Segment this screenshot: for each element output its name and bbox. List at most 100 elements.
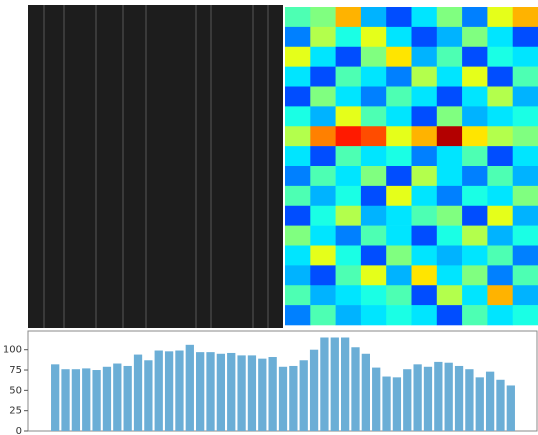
heat-cell (285, 7, 311, 27)
heat-cell (437, 7, 463, 27)
heat-cell (310, 146, 336, 166)
heat-cell (437, 226, 463, 246)
heat-cell (412, 106, 438, 126)
heat-cell (437, 285, 463, 305)
heat-cell (361, 206, 387, 226)
heat-cell (285, 67, 311, 87)
bar (413, 364, 421, 431)
heat-cell (386, 47, 412, 67)
bar (113, 364, 121, 431)
heat-cell (310, 126, 336, 146)
bar (51, 364, 59, 431)
heat-cell (462, 146, 488, 166)
bar (165, 351, 173, 431)
heat-cell (437, 186, 463, 206)
heat-cell (310, 27, 336, 47)
bar (124, 366, 132, 431)
heat-cell (412, 305, 438, 325)
heat-cell (310, 166, 336, 186)
bar (279, 367, 287, 431)
heat-cell (361, 226, 387, 246)
heat-cell (336, 27, 362, 47)
heat-cell (487, 47, 513, 67)
screen: 0255075100 (0, 0, 538, 435)
heat-cell (310, 186, 336, 206)
y-tick-label: 75 (9, 365, 22, 376)
heat-cell (386, 206, 412, 226)
heat-cell (462, 67, 488, 87)
heat-cell (513, 186, 538, 206)
heat-cell (386, 186, 412, 206)
bar (372, 368, 380, 431)
heat-cell (386, 166, 412, 186)
bar (82, 368, 90, 431)
heat-cell (412, 226, 438, 246)
heat-cell (513, 206, 538, 226)
heat-cell (336, 226, 362, 246)
bar (455, 366, 463, 431)
heat-cell (336, 67, 362, 87)
heat-cell (513, 285, 538, 305)
heat-cell (285, 47, 311, 67)
heat-cell (285, 27, 311, 47)
heat-cell (487, 67, 513, 87)
heat-cell (336, 186, 362, 206)
heat-cell (285, 87, 311, 107)
bar (351, 347, 359, 431)
heat-cell (310, 226, 336, 246)
heat-cell (437, 126, 463, 146)
heat-cell (513, 305, 538, 325)
heat-cell (310, 47, 336, 67)
heat-cell (285, 166, 311, 186)
bar (237, 355, 245, 431)
heat-cell (437, 246, 463, 266)
heat-cell (513, 27, 538, 47)
grayscale-image (28, 5, 283, 328)
bar (424, 367, 432, 431)
heat-cell (361, 47, 387, 67)
heat-cell (513, 146, 538, 166)
heat-cell (487, 305, 513, 325)
heat-cell (462, 305, 488, 325)
heat-cell (310, 285, 336, 305)
bar (134, 355, 142, 431)
bar (269, 357, 277, 431)
heat-cell (487, 166, 513, 186)
heat-cell (285, 226, 311, 246)
heat-cell (412, 186, 438, 206)
heat-cell (513, 67, 538, 87)
bar (175, 351, 183, 431)
bar (331, 338, 339, 431)
heat-cell (462, 186, 488, 206)
bar (507, 385, 515, 431)
heat-cell (285, 265, 311, 285)
heat-cell (386, 146, 412, 166)
heat-cell (437, 106, 463, 126)
heat-cell (285, 246, 311, 266)
heat-cell (386, 67, 412, 87)
heat-cell (285, 106, 311, 126)
heat-cell (437, 166, 463, 186)
heat-cell (386, 246, 412, 266)
heat-cell (386, 126, 412, 146)
heat-cell (487, 186, 513, 206)
heat-cell (437, 265, 463, 285)
y-tick-label: 100 (3, 345, 22, 356)
heat-cell (437, 27, 463, 47)
heat-cell (412, 206, 438, 226)
heat-cell (513, 126, 538, 146)
heat-cell (310, 87, 336, 107)
heat-cell (462, 265, 488, 285)
bar (186, 345, 194, 431)
heat-cell (285, 146, 311, 166)
heat-cell (361, 146, 387, 166)
heat-cell (412, 47, 438, 67)
heat-cell (310, 67, 336, 87)
heat-cell (361, 67, 387, 87)
heat-cell (386, 285, 412, 305)
heat-cell (361, 27, 387, 47)
heat-cell (361, 305, 387, 325)
heat-cell (336, 7, 362, 27)
heat-cell (336, 285, 362, 305)
bar (196, 352, 204, 431)
